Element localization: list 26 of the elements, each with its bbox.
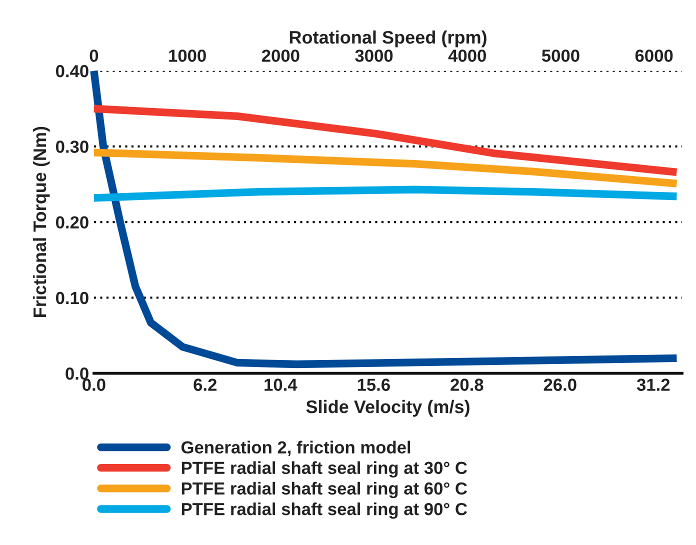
y-tick-label: 0.20 — [56, 216, 88, 229]
x-tick-label: 31.2 — [636, 378, 670, 391]
x2-axis-title: Rotational Speed (rpm) — [290, 30, 486, 48]
x-tick-label: 10.4 — [264, 378, 298, 391]
legend-label: PTFE radial shaft seal ring at 60° C — [182, 482, 468, 498]
x2-tick-label: 0 — [90, 50, 98, 62]
y-axis-title: Frictional Torque (Nm) — [32, 126, 50, 318]
y-tick-label: 0.30 — [56, 140, 88, 153]
x-tick-label: 26.0 — [544, 378, 576, 391]
x2-tick-label: 5000 — [542, 50, 580, 62]
x2-tick-label: 4000 — [448, 50, 486, 62]
legend-label: Generation 2, friction model — [181, 440, 410, 456]
legend-label: PTFE radial shaft seal ring at 30° C — [182, 461, 468, 478]
x2-tick-label: 2000 — [262, 50, 300, 62]
y-tick-label: 0.40 — [56, 65, 88, 78]
x-tick-label: 15.6 — [358, 378, 390, 391]
x-axis-title: Slide Velocity (m/s) — [306, 400, 470, 417]
y-tick-label: 0.10 — [56, 292, 88, 304]
x2-tick-label: 3000 — [355, 50, 393, 62]
x-tick-label: 6.2 — [194, 378, 216, 391]
x2-tick-label: 1000 — [169, 50, 206, 62]
y-tick-label: 0.0 — [66, 367, 88, 380]
x-tick-label: 0.0 — [82, 378, 106, 391]
x-tick-label: 20.8 — [450, 378, 484, 391]
legend-label: PTFE radial shaft seal ring at 90° C — [182, 502, 468, 519]
x2-tick-label: 6000 — [635, 50, 673, 62]
